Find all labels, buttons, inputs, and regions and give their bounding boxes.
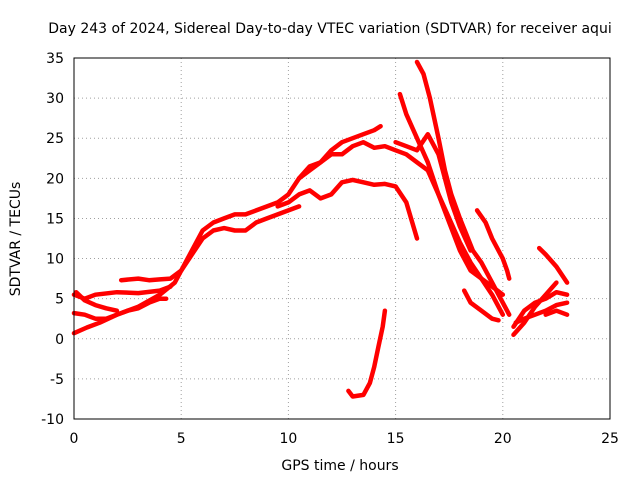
y-tick-label: 0 <box>55 332 64 348</box>
series-arc-11 <box>474 208 512 281</box>
series-arc-7 <box>296 139 506 317</box>
y-tick-label: -5 <box>50 372 64 388</box>
y-tick-labels: -10 -5 0 5 10 15 20 25 30 35 <box>41 51 64 428</box>
x-tick-label: 5 <box>177 431 186 447</box>
series-arc-10 <box>393 131 473 253</box>
y-tick-label: 35 <box>46 51 64 67</box>
y-tick-label: 10 <box>46 252 64 268</box>
series-arc-4 <box>73 289 120 313</box>
x-axis-title: GPS time / hours <box>281 458 398 474</box>
x-tick-label: 25 <box>601 431 619 447</box>
x-tick-label: 20 <box>494 431 512 447</box>
plot-frame <box>73 57 611 420</box>
data-traces <box>71 59 570 399</box>
y-axis-title: SDTVAR / TECUs <box>8 182 24 297</box>
grid-lines <box>74 58 610 419</box>
x-tick-label: 10 <box>279 431 297 447</box>
series-arc-17 <box>536 245 570 285</box>
chart-title: Day 243 of 2024, Sidereal Day-to-day VTE… <box>48 21 611 37</box>
series-arc-9 <box>397 91 506 297</box>
series-arc-12 <box>461 288 501 323</box>
series-arc-8 <box>414 59 512 317</box>
y-tick-label: 30 <box>46 91 64 107</box>
series-arc-15 <box>513 300 570 325</box>
y-tick-label: 25 <box>46 131 64 147</box>
series-arc-13 <box>346 308 388 399</box>
series-arc-6 <box>275 177 420 241</box>
series-arc-5 <box>118 204 302 283</box>
x-tick-label: 0 <box>70 431 79 447</box>
y-tick-label: 20 <box>46 171 64 187</box>
y-tick-label: 5 <box>55 292 64 308</box>
series-arc-16 <box>511 280 559 338</box>
y-tick-label: -10 <box>41 412 64 428</box>
series-arc-3 <box>71 296 169 321</box>
y-tick-label: 15 <box>46 211 64 227</box>
series-arc-18 <box>543 308 570 317</box>
x-tick-labels: 0 5 10 15 20 25 <box>70 431 619 447</box>
x-tick-label: 15 <box>387 431 405 447</box>
